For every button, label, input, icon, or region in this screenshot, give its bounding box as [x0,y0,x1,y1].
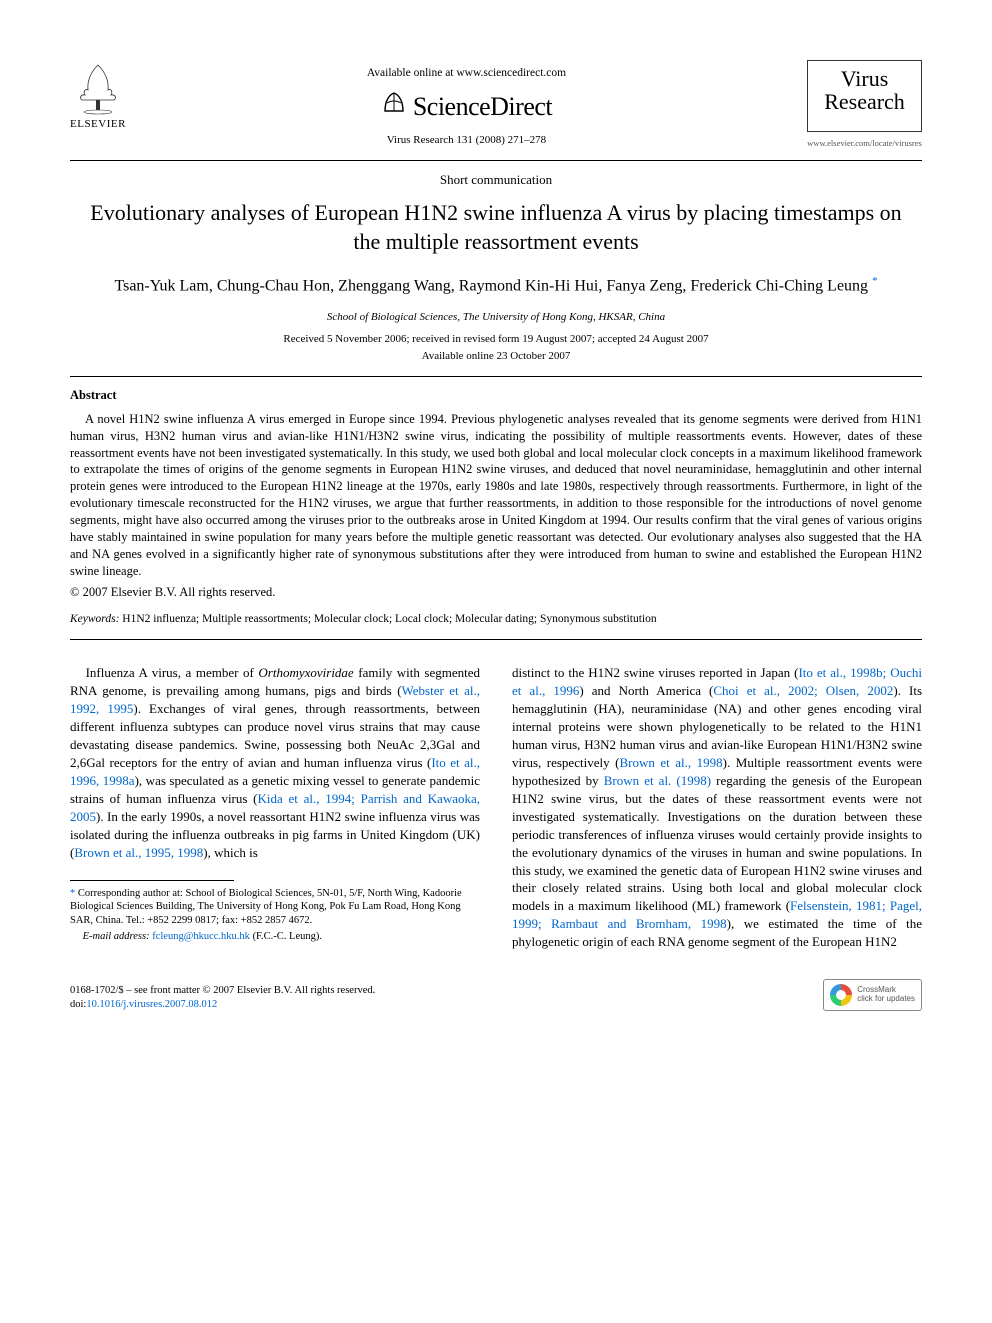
publisher-name: ELSEVIER [70,117,126,132]
communication-type: Short communication [70,171,922,189]
crossmark-sub: click for updates [857,995,915,1004]
authors-line: Tsan-Yuk Lam, Chung-Chau Hon, Zhenggang … [70,274,922,298]
abstract-body: A novel H1N2 swine influenza A virus eme… [70,411,922,580]
authors-text: Tsan-Yuk Lam, Chung-Chau Hon, Zhenggang … [114,278,868,295]
body-columns: Influenza A virus, a member of Orthomyxo… [70,664,922,951]
corresp-marker-link[interactable]: * [872,275,878,287]
journal-cover-title-1: Virus [818,67,911,90]
citation-link[interactable]: Brown et al. (1998) [604,773,711,788]
citation-link[interactable]: Brown et al., 1998 [619,755,722,770]
publisher-logo-block: ELSEVIER [70,60,126,132]
corresp-footnote: * Corresponding author at: School of Bio… [70,887,480,928]
right-column: distinct to the H1N2 swine viruses repor… [512,664,922,951]
page-footer: 0168-1702/$ – see front matter © 2007 El… [70,979,922,1011]
email-footnote: E-mail address: fcleung@hkucc.hku.hk (F.… [70,930,480,944]
genus-name: Orthomyxoviridae [258,665,353,680]
abstract-heading: Abstract [70,387,922,405]
citation-link[interactable]: Brown et al., 1995, 1998 [74,845,203,860]
txt: ) and North America ( [579,683,713,698]
body-para-left: Influenza A virus, a member of Orthomyxo… [70,664,480,861]
journal-cover-title-2: Research [818,90,911,113]
sciencedirect-text: ScienceDirect [413,89,552,125]
journal-citation: Virus Research 131 (2008) 271–278 [126,133,807,148]
crossmark-text: CrossMark click for updates [857,986,915,1004]
crossmark-badge[interactable]: CrossMark click for updates [823,979,922,1011]
doi-line: doi:10.1016/j.virusres.2007.08.012 [70,998,375,1012]
journal-header: ELSEVIER Available online at www.science… [70,60,922,150]
footnote-divider [70,880,234,881]
txt: regarding the genesis of the European H1… [512,773,922,914]
available-online-text: Available online at www.sciencedirect.co… [126,65,807,81]
crossmark-icon [830,984,852,1006]
keywords-label: Keywords: [70,613,119,625]
journal-cover: Virus Research [807,60,922,132]
footer-left: 0168-1702/$ – see front matter © 2007 El… [70,984,375,1011]
footnote-text: Corresponding author at: School of Biolo… [70,888,462,926]
sciencedirect-icon [381,89,407,115]
left-column: Influenza A virus, a member of Orthomyxo… [70,664,480,951]
elsevier-tree-icon [73,60,123,115]
sciencedirect-logo: ScienceDirect [126,89,807,125]
email-link[interactable]: fcleung@hkucc.hku.hk [150,931,250,942]
body-para-right: distinct to the H1N2 swine viruses repor… [512,664,922,951]
paper-title: Evolutionary analyses of European H1N2 s… [90,199,902,256]
citation-link[interactable]: Choi et al., 2002; Olsen, 2002 [713,683,893,698]
journal-cover-block: Virus Research www.elsevier.com/locate/v… [807,60,922,150]
header-center: Available online at www.sciencedirect.co… [126,60,807,149]
doi-label: doi: [70,999,86,1010]
issn-line: 0168-1702/$ – see front matter © 2007 El… [70,984,375,998]
affiliation: School of Biological Sciences, The Unive… [70,310,922,325]
keywords-line: Keywords: H1N2 influenza; Multiple reass… [70,611,922,627]
abstract-bottom-divider [70,639,922,640]
doi-link[interactable]: 10.1016/j.virusres.2007.08.012 [86,999,217,1010]
header-divider [70,160,922,161]
email-label: E-mail address: [83,931,150,942]
txt: distinct to the H1N2 swine viruses repor… [512,665,798,680]
journal-cover-url: www.elsevier.com/locate/virusres [807,138,922,150]
received-dates: Received 5 November 2006; received in re… [70,332,922,347]
abstract-top-divider [70,376,922,377]
available-date: Available online 23 October 2007 [70,349,922,364]
email-author: (F.C.-C. Leung). [250,931,322,942]
keywords-text: H1N2 influenza; Multiple reassortments; … [119,613,656,625]
abstract-copyright: © 2007 Elsevier B.V. All rights reserved… [70,584,922,602]
txt: ), which is [203,845,258,860]
txt: Influenza A virus, a member of [86,665,259,680]
